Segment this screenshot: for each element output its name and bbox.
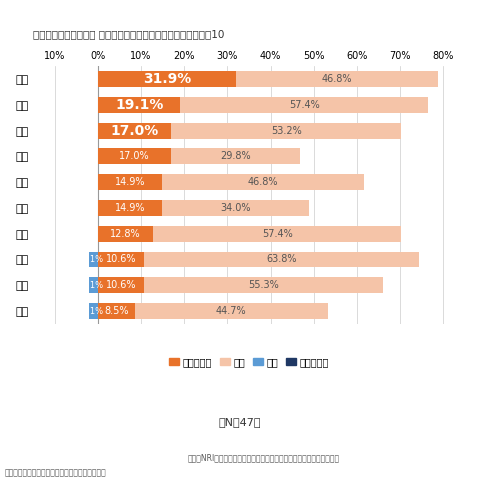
Text: 46.8%: 46.8% (248, 177, 278, 187)
Text: い」、「必要としていない」、はグラフから除外: い」、「必要としていない」、はグラフから除外 (5, 468, 107, 477)
Text: 19.1%: 19.1% (115, 98, 163, 112)
Bar (144, 277, 383, 293)
Bar (89, 303, 98, 319)
Text: 10.6%: 10.6% (106, 280, 136, 290)
Bar (98, 71, 236, 87)
Text: 53.2%: 53.2% (271, 126, 301, 135)
Text: 57.4%: 57.4% (262, 228, 292, 239)
Bar (98, 148, 171, 164)
Bar (162, 174, 364, 190)
Text: 46.8%: 46.8% (322, 74, 352, 84)
Bar (98, 252, 144, 267)
Text: 29.8%: 29.8% (220, 151, 251, 161)
Text: 10.6%: 10.6% (106, 254, 136, 264)
Bar (134, 303, 328, 319)
Bar (162, 200, 309, 216)
Bar (98, 303, 134, 319)
Text: 17.0%: 17.0% (120, 151, 150, 161)
Text: 2.1%: 2.1% (83, 255, 104, 264)
Bar (89, 277, 98, 293)
Bar (98, 97, 180, 113)
Bar (98, 122, 171, 139)
Text: 人材種類別の過不足感 （「大幅に不足」の回答割合が高い上众10: 人材種類別の過不足感 （「大幅に不足」の回答割合が高い上众10 (33, 29, 225, 39)
Text: 44.7%: 44.7% (216, 306, 246, 316)
Text: 17.0%: 17.0% (110, 123, 159, 138)
Legend: 大幅に不足, 不足, 過劇, 大幅に過劇: 大幅に不足, 不足, 過劇, 大幅に過劇 (165, 353, 333, 371)
Bar (98, 277, 144, 293)
Bar (98, 200, 162, 216)
Text: （N＝47）: （N＝47） (219, 417, 261, 427)
Bar (98, 226, 153, 242)
Bar (171, 148, 300, 164)
Bar (236, 71, 438, 87)
Text: 2.1%: 2.1% (83, 281, 104, 290)
Text: 14.9%: 14.9% (115, 203, 145, 213)
Text: 63.8%: 63.8% (266, 254, 297, 264)
Bar (180, 97, 428, 113)
Text: 2.1%: 2.1% (83, 307, 104, 315)
Bar (144, 252, 419, 267)
Text: 55.3%: 55.3% (248, 280, 278, 290)
Bar (89, 252, 98, 267)
Text: 8.5%: 8.5% (104, 306, 129, 316)
Text: 14.9%: 14.9% (115, 177, 145, 187)
Text: 出所：NRI「情報・デジタル子会社における今後の方向性と課題に関す: 出所：NRI「情報・デジタル子会社における今後の方向性と課題に関す (188, 454, 340, 463)
Text: 34.0%: 34.0% (220, 203, 251, 213)
Bar (171, 122, 401, 139)
Bar (98, 174, 162, 190)
Text: 31.9%: 31.9% (143, 72, 191, 86)
Text: 12.8%: 12.8% (110, 228, 141, 239)
Text: 57.4%: 57.4% (289, 100, 320, 110)
Bar (153, 226, 401, 242)
